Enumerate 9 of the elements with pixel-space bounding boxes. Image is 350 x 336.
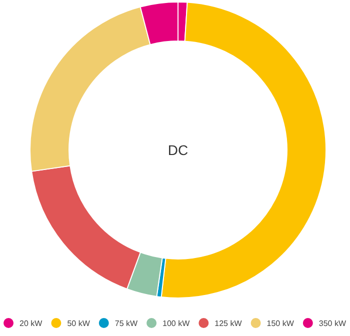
legend-label: 100 kW — [162, 318, 190, 328]
donut-slice — [160, 2, 326, 298]
legend-label: 350 kW — [318, 318, 346, 328]
legend-label: 75 kW — [114, 318, 138, 328]
legend-label: 50 kW — [67, 318, 90, 328]
legend-label: 20 kW — [20, 318, 43, 328]
legend-label: 150 kW — [266, 318, 294, 328]
text: DC — [168, 142, 188, 158]
legend-label: 125 kW — [214, 318, 242, 328]
